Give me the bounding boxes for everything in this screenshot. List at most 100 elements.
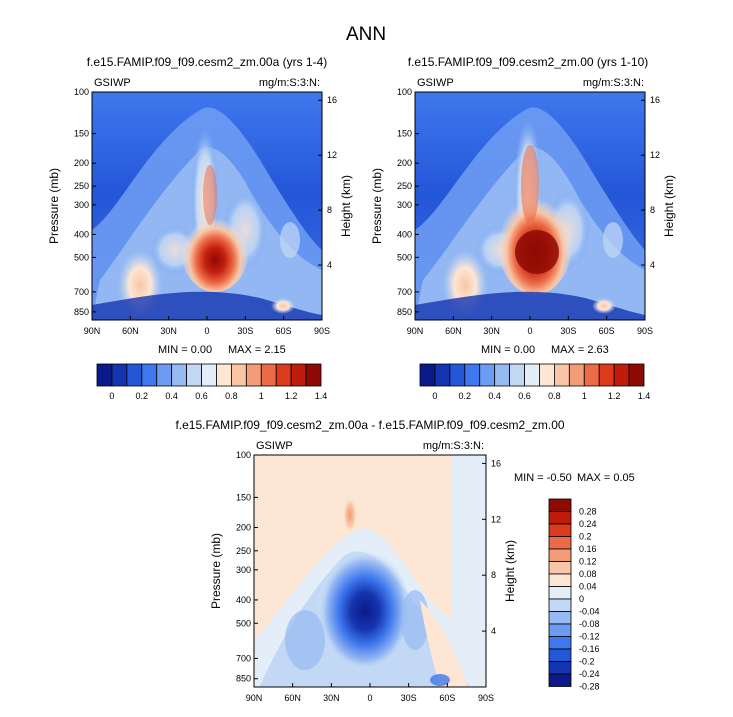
- panel-1-colorbar-label: 0.8: [225, 391, 238, 401]
- panel-2-xtick-label: 0: [527, 326, 532, 336]
- panel-2-colorbar-box: [494, 363, 510, 387]
- panel-3-colorbar-label: -0.24: [579, 669, 600, 679]
- panel-1-ylabel-right: Height (km): [339, 175, 353, 237]
- panel-1-ytick-label: 700: [74, 287, 89, 297]
- panel-2-ytick-label: 850: [397, 307, 412, 317]
- panel-1-colorbar-box: [201, 363, 217, 387]
- panel-3-xtick-label: 0: [367, 693, 372, 703]
- panel-3-colorbar-box: [548, 661, 572, 675]
- panel-3-ytick-label: 200: [236, 522, 251, 532]
- axes: 90N 60N 30N 0 30S 60S 90S100150200250300400500…: [47, 87, 676, 703]
- panel-2-colorbar-box: [583, 363, 600, 387]
- panel-1-colorbar-box: [171, 363, 188, 387]
- panel-3-colorbar-label: 0.24: [579, 519, 597, 529]
- panel-3-colorbar-label: 0.2: [579, 532, 592, 542]
- panel-3: f.e15.FAMIP.f09_f09.cesm2_zm.00a - f.e15…: [175, 418, 635, 688]
- panel-1-colorbar-label: 0.6: [195, 391, 208, 401]
- panel-2-colorbar-box: [568, 363, 585, 387]
- panel-3-colorbar-box: [548, 611, 572, 625]
- panel-1-colorbar-label: 1.2: [285, 391, 298, 401]
- panel-2-ytick-label: 100: [397, 87, 412, 97]
- panel-2-colorbar-label: 0.4: [488, 391, 501, 401]
- panel-3-field: [254, 455, 486, 687]
- panel-3-ytick-right-label: 16: [491, 458, 501, 468]
- panel-2-ytick-label: 200: [397, 158, 412, 168]
- panel-3-colorbar-box: [548, 561, 572, 575]
- panel-1-title: f.e15.FAMIP.f09_f09.cesm2_zm.00a (yrs 1-…: [87, 55, 328, 69]
- panel-3-colorbar-label: -0.2: [579, 657, 595, 667]
- panel-1-ytick-right-label: 16: [327, 95, 337, 105]
- panel-3-colorbar-label: 0.08: [579, 569, 597, 579]
- panel-2-ytick-right-label: 8: [650, 205, 655, 215]
- panel-2-xtick-label: 60S: [599, 326, 615, 336]
- panel-1-colorbar-box: [111, 363, 128, 387]
- panel-1-ytick-label: 400: [74, 229, 89, 239]
- panel-2-left-label: GSIWP: [417, 77, 454, 89]
- panel-2-ylabel: Pressure (mb): [370, 168, 384, 244]
- panel-1-xtick-label: 30S: [237, 326, 253, 336]
- panel-3-xtick-label: 90S: [478, 693, 494, 703]
- panel-1-colorbar-box: [156, 363, 173, 387]
- panel-1-colorbar-label: 0.4: [165, 391, 178, 401]
- panel-2-ytick-label: 300: [397, 200, 412, 210]
- panel-2-colorbar-box: [479, 363, 496, 387]
- panel-1-ytick-label: 250: [74, 181, 89, 191]
- panel-1-colorbar-box: [260, 363, 277, 387]
- panel-1-colorbar-label: 1: [259, 391, 264, 401]
- panel-1-xtick-label: 60N: [122, 326, 139, 336]
- panel-1-colorbar-label: 0: [109, 391, 114, 401]
- panel-3-colorbar-box: [548, 623, 572, 637]
- panel-2-colorbar-box: [598, 363, 615, 387]
- panel-3-colorbar-label: -0.28: [579, 682, 600, 692]
- panel-1-ytick-label: 100: [74, 87, 89, 97]
- panel-2-colorbar-box: [554, 363, 570, 387]
- panel-3-ytick-label: 850: [236, 674, 251, 684]
- panel-1-xtick-label: 30N: [160, 326, 177, 336]
- panel-1: f.e15.FAMIP.f09_f09.cesm2_zm.00a (yrs 1-…: [87, 55, 328, 321]
- panel-1-colorbar-box: [216, 363, 232, 387]
- panel-3-colorbar-box: [548, 636, 572, 650]
- panel-2-colorbar-label: 0.2: [459, 391, 472, 401]
- panel-1-ytick-label: 850: [74, 307, 89, 317]
- panel-2-colorbar-label: 0.8: [548, 391, 561, 401]
- panel-3-colorbar-label: -0.16: [579, 644, 600, 654]
- panel-2-ytick-label: 400: [397, 229, 412, 239]
- panel-3-ytick-label: 100: [236, 450, 251, 460]
- panel-1-xtick-label: 90S: [314, 326, 330, 336]
- panel-2-xtick-label: 30N: [483, 326, 500, 336]
- panel-2-xtick-label: 90S: [637, 326, 653, 336]
- panel-2-ytick-label: 250: [397, 181, 412, 191]
- panel-1-colorbar-box: [275, 363, 292, 387]
- panel-2-xtick-label: 30S: [560, 326, 576, 336]
- panel-1-colorbar-box: [141, 363, 158, 387]
- panel-3-max: MAX = 0.05: [577, 472, 635, 484]
- panel-3-colorbar-box: [548, 511, 572, 525]
- panel-2-title: f.e15.FAMIP.f09_f09.cesm2_zm.00 (yrs 1-1…: [408, 55, 649, 69]
- panel-3-xtick-label: 30N: [323, 693, 340, 703]
- panel-3-ylabel: Pressure (mb): [209, 533, 223, 609]
- panel-2-colorbar-box: [434, 363, 451, 387]
- panel-3-colorbar-label: 0.16: [579, 544, 597, 554]
- panel-1-colorbar-label: 0.2: [136, 391, 149, 401]
- panel-2-ytick-right-label: 4: [650, 260, 655, 270]
- panel-1-ytick-right-label: 4: [327, 260, 332, 270]
- panel-3-right-label: mg/m:S:3:N:: [423, 440, 484, 452]
- panel-3-ytick-label: 700: [236, 653, 251, 663]
- panel-2-ytick-label: 700: [397, 287, 412, 297]
- panel-1-max: MAX = 2.15: [228, 344, 286, 356]
- panel-1-colorbar-label: 1.4: [315, 391, 328, 401]
- panel-1-field: [92, 92, 322, 320]
- panel-3-colorbar-box: [548, 586, 572, 600]
- panel-3-colorbar-box: [548, 673, 572, 687]
- panel-2-colorbar-box: [449, 363, 466, 387]
- panel-1-ytick-label: 150: [74, 129, 89, 139]
- panel-3-colorbar-box: [548, 536, 572, 550]
- panel-2-colorbar-label: 0: [432, 391, 437, 401]
- panel-3-colorbar-label: -0.08: [579, 619, 600, 629]
- panel-2-xtick-label: 90N: [407, 326, 424, 336]
- panel-2-colorbar-box: [419, 363, 436, 387]
- panel-2-colorbar-box: [613, 363, 630, 387]
- panel-3-colorbar-box: [548, 648, 572, 662]
- panel-2-colorbar-box: [524, 363, 540, 387]
- panel-3-ytick-label: 300: [236, 565, 251, 575]
